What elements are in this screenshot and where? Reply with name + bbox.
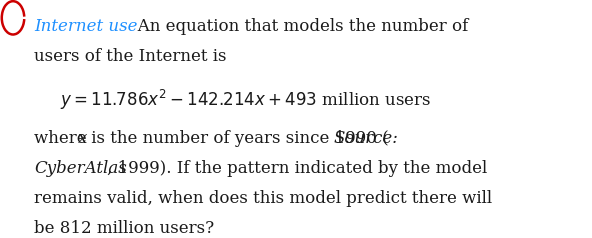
Text: remains valid, when does this model predict there will: remains valid, when does this model pred… [34, 190, 492, 207]
Text: Source:: Source: [334, 130, 399, 147]
Text: $y = 11.786x^2 - 142.214x + 493$ million users: $y = 11.786x^2 - 142.214x + 493$ million… [60, 88, 432, 112]
Text: , 1999). If the pattern indicated by the model: , 1999). If the pattern indicated by the… [107, 160, 487, 177]
Text: Internet use: Internet use [34, 18, 137, 35]
Text: where: where [34, 130, 92, 147]
Text: be 812 million users?: be 812 million users? [34, 220, 214, 237]
Text: An equation that models the number of: An equation that models the number of [122, 18, 468, 35]
Text: users of the Internet is: users of the Internet is [34, 48, 227, 65]
Text: is the number of years since 1990 (: is the number of years since 1990 ( [86, 130, 388, 147]
Text: x: x [78, 130, 88, 147]
Text: CyberAtlas: CyberAtlas [34, 160, 127, 177]
